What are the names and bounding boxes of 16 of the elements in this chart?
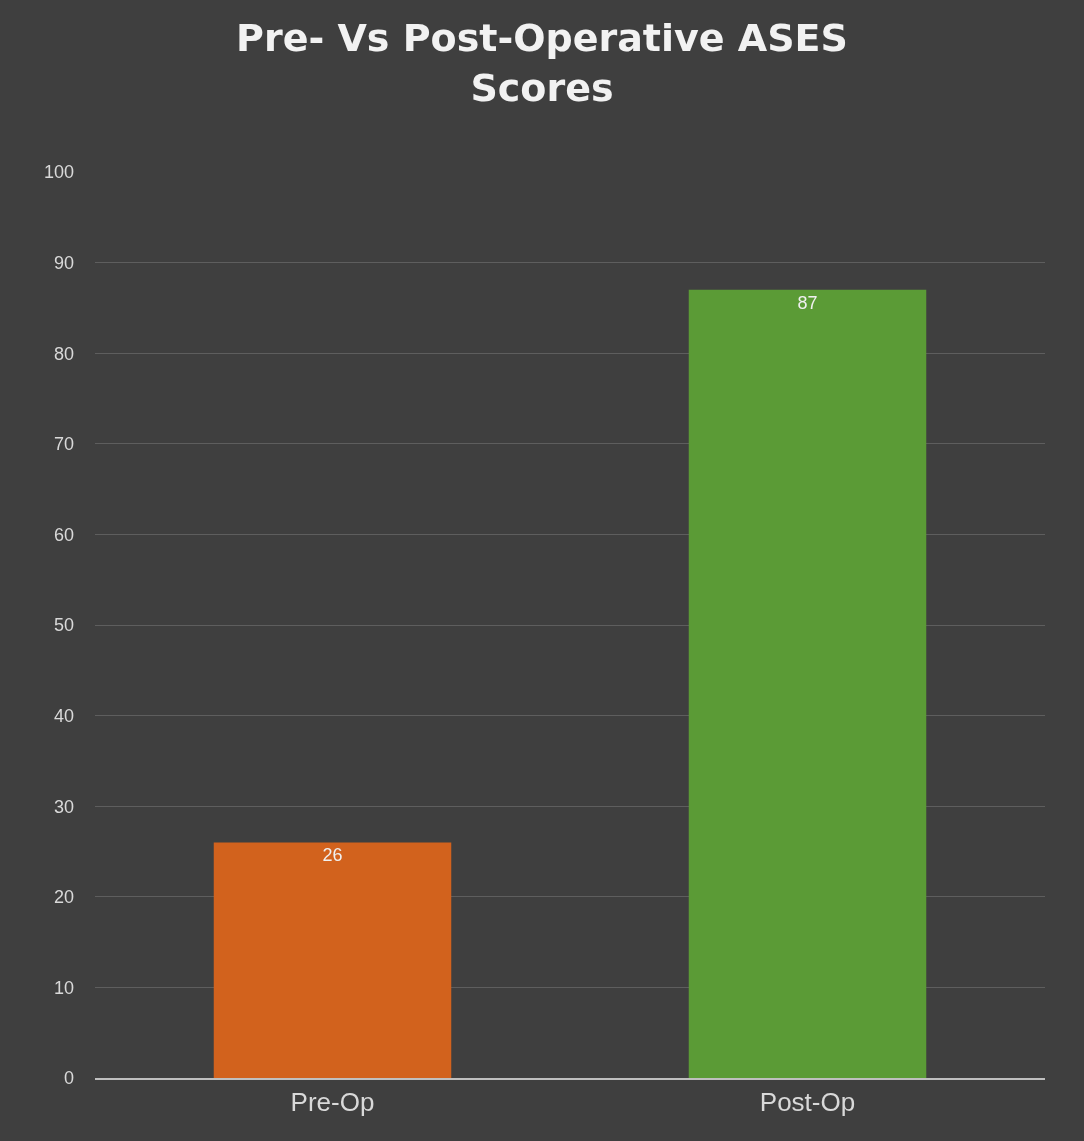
y-tick-label: 10 [53, 977, 74, 998]
y-tick-label: 40 [53, 705, 74, 726]
y-tick-label: 50 [53, 615, 74, 636]
y-tick-label: 60 [53, 524, 74, 545]
y-tick-label: 20 [53, 887, 74, 908]
x-tick-label: Post-Op [759, 1087, 856, 1118]
x-tick-label: Pre-Op [290, 1087, 375, 1118]
y-tick-label: 90 [53, 252, 74, 273]
data-label: 87 [797, 292, 818, 313]
y-tick-label: 100 [43, 162, 74, 183]
chart-title: Pre- Vs Post-Operative ASES Scores [236, 16, 848, 110]
data-label: 26 [322, 845, 343, 866]
y-tick-label: 70 [53, 434, 74, 455]
y-tick-label: 0 [63, 1068, 74, 1089]
y-tick-label: 80 [53, 343, 74, 364]
y-tick-label: 30 [53, 796, 74, 817]
